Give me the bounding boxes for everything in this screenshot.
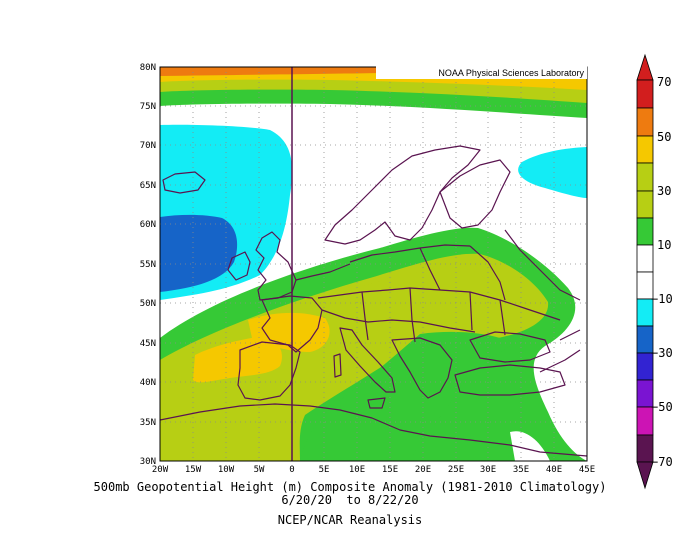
lon-tick: 20E [415,465,431,475]
colorbar-label: −10 [651,292,673,306]
lon-tick: 5E [319,465,330,475]
colorbar-label: 50 [657,130,671,144]
map-gridlines [160,67,587,461]
lat-tick: 35N [140,418,156,428]
lat-tick: 30N [140,457,156,467]
coastlines [160,145,587,457]
lat-tick-labels: 80N 75N 70N 65N 60N 55N 50N 45N 40N 35N … [140,63,156,467]
lat-tick: 55N [140,260,156,270]
lon-tick: 0 [289,465,294,475]
lat-tick: 60N [140,220,156,230]
lon-tick: 40E [546,465,562,475]
lat-tick: 70N [140,141,156,151]
credit-box [376,66,587,79]
lon-tick: 35E [513,465,529,475]
lat-tick: 80N [140,63,156,73]
map-plot-area [160,67,587,461]
lat-tick: 45N [140,339,156,349]
credit-label: NOAA Physical Sciences Laboratory [438,68,584,78]
lon-tick: 5W [254,465,265,475]
lon-tick: 10W [218,465,235,475]
colorbar-label: −30 [651,346,673,360]
map-frame [159,66,588,462]
lon-tick-labels: 20W 15W 10W 5W 0 5E 10E 15E 20E 25E 30E … [152,465,595,475]
lon-tick: 25E [448,465,464,475]
colorbar-top-arrow [636,53,654,81]
lat-tick: 75N [140,102,156,112]
caption-title: 500mb Geopotential Height (m) Composite … [93,480,607,494]
colorbar-label: −50 [651,400,673,414]
lon-tick: 15E [382,465,398,475]
colorbar-bottom-arrow [636,461,654,490]
lat-tick: 40N [140,378,156,388]
lon-tick: 45E [579,465,595,475]
lat-tick: 65N [140,181,156,191]
lon-tick: 30E [480,465,496,475]
lon-tick: 15W [185,465,202,475]
caption-date-range: 6/20/20 to 8/22/20 [281,493,419,507]
caption-source: NCEP/NCAR Reanalysis [277,513,423,527]
colorbar [636,53,654,490]
colorbar-labels: 70 50 30 10 −10 −30 −50 −70 [651,75,673,469]
colorbar-label: −70 [651,455,673,469]
colorbar-label: 10 [657,238,671,252]
lon-tick: 10E [349,465,365,475]
lat-tick: 50N [140,299,156,309]
lon-tick: 20W [152,465,169,475]
colorbar-label: 70 [657,75,671,89]
colorbar-label: 30 [657,184,671,198]
